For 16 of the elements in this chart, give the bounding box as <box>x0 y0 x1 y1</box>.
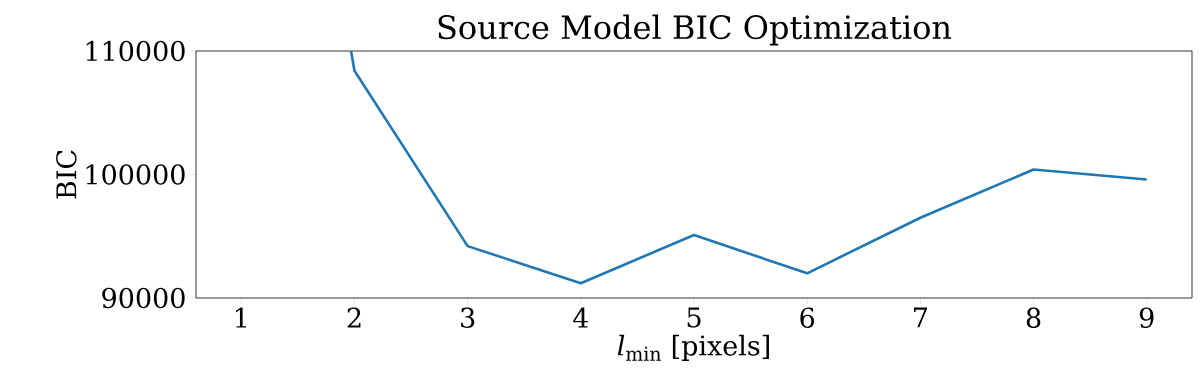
y-tick-label: 90000 <box>102 287 185 309</box>
x-tick-label: 3 <box>461 307 475 328</box>
x-axis-title: l$_{min}$ [pixels] <box>617 334 769 361</box>
x-tick-label: 4 <box>573 307 589 328</box>
x-tick-label: 6 <box>800 307 815 328</box>
line-series <box>349 51 1149 285</box>
chart-title: Source Model BIC Optimization <box>438 14 952 46</box>
x-tick-label: 5 <box>687 307 701 328</box>
y-tick-label: 100000 <box>86 164 185 185</box>
x-tick-label: 2 <box>347 307 361 328</box>
x-tick-label: 9 <box>1139 307 1154 328</box>
y-axis-title: BIC <box>56 150 77 199</box>
x-tick-label: 7 <box>914 307 927 328</box>
x-tick-label: 1 <box>235 307 247 328</box>
y-tick-label: 110000 <box>86 40 185 62</box>
x-tick-label: 8 <box>1026 307 1041 328</box>
